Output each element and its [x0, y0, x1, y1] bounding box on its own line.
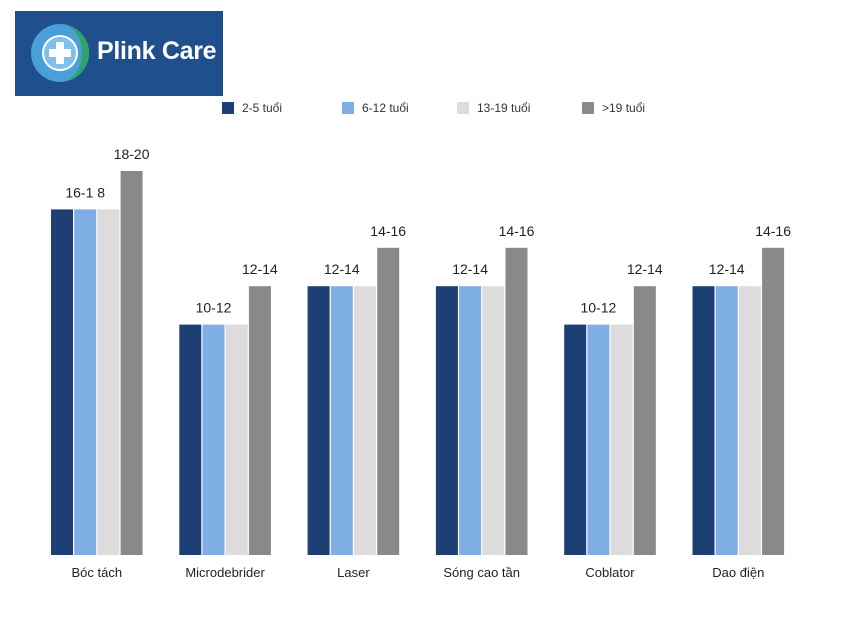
legend-item-13-19: 13-19 tuổi	[457, 101, 530, 115]
bar-4-series-2	[459, 286, 482, 555]
data-label-lower: 10-12	[580, 300, 616, 316]
bar-4-series-1	[435, 286, 458, 555]
category-label: Bóc tách	[72, 565, 123, 580]
legend-swatch	[342, 102, 354, 114]
bar-3-series-2	[330, 286, 353, 555]
chart-legend: 2-5 tuổi 6-12 tuổi 13-19 tuổi >19 tuổi	[0, 101, 847, 121]
bar-3-series-3	[354, 286, 376, 555]
bar-5-series-2	[587, 324, 610, 555]
bar-6-series-2	[715, 286, 738, 555]
legend-item-19-plus: >19 tuổi	[582, 101, 645, 115]
data-label-lower: 16-1 8	[65, 184, 105, 200]
category-label: Microdebrider	[185, 565, 265, 580]
bar-5-series-3	[610, 324, 633, 555]
data-label-lower: 10-12	[196, 300, 232, 316]
legend-label: 13-19 tuổi	[477, 101, 531, 115]
bar-4-series-3	[482, 286, 505, 555]
bar-3-series-4	[377, 247, 400, 556]
bar-2-series-1	[179, 324, 202, 555]
bar-3-series-1	[307, 286, 330, 555]
legend-label: >19 tuổi	[602, 101, 646, 115]
bar-6-series-4	[762, 247, 785, 556]
category-label: Coblator	[585, 565, 635, 580]
data-label-upper: 14-16	[499, 223, 535, 239]
category-label: Sóng cao tần	[443, 565, 520, 580]
legend-swatch	[222, 102, 234, 114]
bar-6-series-1	[692, 286, 715, 555]
data-label-upper: 12-14	[242, 261, 278, 277]
legend-label: 6-12 tuổi	[362, 101, 409, 115]
data-label-lower: 12-14	[324, 261, 360, 277]
bar-2-series-2	[202, 324, 225, 555]
bar-6-series-3	[738, 286, 761, 555]
data-label-lower: 12-14	[709, 261, 745, 277]
bar-5-series-1	[564, 324, 587, 555]
legend-swatch	[582, 102, 594, 114]
brand-logo: Plink Care	[15, 11, 223, 96]
category-label: Laser	[337, 565, 370, 580]
bar-5-series-4	[633, 286, 656, 555]
data-label-upper: 14-16	[370, 223, 406, 239]
data-label-lower: 12-14	[452, 261, 488, 277]
data-label-upper: 12-14	[627, 261, 663, 277]
data-label-upper: 14-16	[755, 223, 791, 239]
legend-swatch	[457, 102, 469, 114]
legend-item-6-12: 6-12 tuổi	[342, 101, 409, 115]
bar-1-series-4	[120, 171, 143, 555]
bar-1-series-3	[97, 209, 120, 555]
brand-name: Plink Care	[97, 37, 217, 65]
bar-2-series-4	[248, 286, 271, 555]
legend-item-2-5: 2-5 tuổi	[222, 101, 282, 115]
bar-1-series-2	[74, 209, 97, 555]
medical-cross-globe-icon	[31, 24, 89, 82]
data-label-upper: 18-20	[114, 146, 150, 162]
bar-1-series-1	[51, 209, 73, 555]
bar-2-series-3	[225, 324, 248, 555]
legend-label: 2-5 tuổi	[242, 101, 283, 115]
category-label: Dao điện	[712, 565, 764, 580]
bar-4-series-4	[505, 247, 528, 556]
